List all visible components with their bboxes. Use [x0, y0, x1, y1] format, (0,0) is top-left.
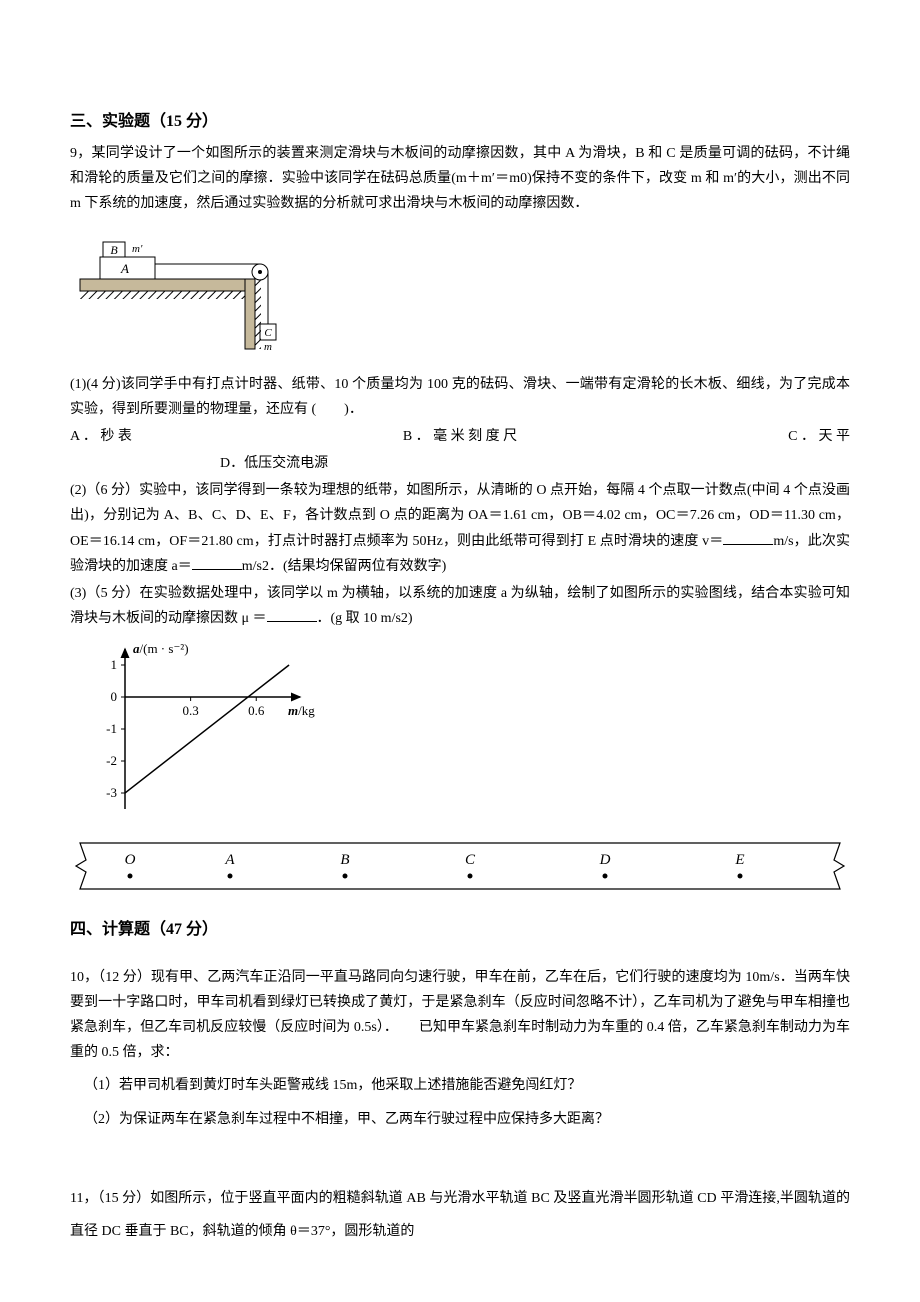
q11-intro-text: 如图所示，位于竖直平面内的粗糙斜轨道 AB 与光滑水平轨道 BC 及竖直光滑半圆…	[70, 1191, 850, 1240]
q9-p3b: ．(g 取 10 m/s2)	[317, 611, 413, 626]
label-B: B	[110, 243, 118, 257]
q9-optA: A ． 秒 表	[70, 424, 132, 449]
q9-intro: 9，某同学设计了一个如图所示的装置来测定滑块与木板间的动摩擦因数，其中 A 为滑…	[70, 141, 850, 217]
q9-p2: (2)（6 分）实验中，该同学得到一条较为理想的纸带，如图所示，从清晰的 O 点…	[70, 478, 850, 579]
q9-optC: C ． 天 平	[788, 424, 850, 449]
section4-title: 四、计算题（47 分）	[70, 916, 850, 945]
section3-title: 三、实验题（15 分）	[70, 108, 850, 137]
q9-apparatus-diagram: A B m' C m	[70, 224, 850, 363]
q10-intro: 10，（12 分）现有甲、乙两汽车正沿同一平直马路同向匀速行驶，甲车在前，乙车在…	[70, 965, 850, 1066]
svg-text:-2: -2	[106, 753, 117, 768]
label-m: m	[264, 341, 272, 353]
svg-text:A: A	[224, 852, 235, 868]
q10-num: 10，（12 分）	[70, 970, 151, 985]
svg-text:O: O	[125, 852, 136, 868]
svg-text:1: 1	[111, 657, 118, 672]
label-A: A	[120, 261, 129, 276]
svg-text:m/kg: m/kg	[288, 703, 315, 718]
q9-p3: (3)（5 分）在实验数据处理中，该同学以 m 为横轴，以系统的加速度 a 为纵…	[70, 581, 850, 631]
svg-text:0: 0	[111, 689, 118, 704]
label-mprime: m'	[132, 243, 143, 255]
q9-blank-mu	[267, 606, 317, 622]
svg-text:D: D	[599, 852, 611, 868]
q9-optD: D．低压交流电源	[220, 456, 328, 471]
svg-text:B: B	[340, 852, 349, 868]
svg-text:0.3: 0.3	[183, 703, 199, 718]
q10-p1: （1）若甲司机看到黄灯时车头距警戒线 15m，他采取上述措施能否避免闯红灯？	[70, 1073, 850, 1098]
q9-optB: B ． 毫 米 刻 度 尺	[403, 424, 517, 449]
q9-tape-diagram: OABCDEF	[70, 837, 850, 904]
q9-blank-v	[723, 529, 773, 545]
q11-intro: 11，（15 分）如图所示，位于竖直平面内的粗糙斜轨道 AB 与光滑水平轨道 B…	[70, 1182, 850, 1249]
q9-p2c: m/s2．(结果均保留两位有效数字)	[242, 559, 447, 574]
q9-num: 9，	[70, 146, 91, 161]
label-C: C	[264, 327, 272, 339]
q9-options-row1: A ． 秒 表 B ． 毫 米 刻 度 尺 C ． 天 平	[70, 424, 850, 449]
q9-blank-a	[192, 554, 242, 570]
q9-p3a: (3)（5 分）在实验数据处理中，该同学以 m 为横轴，以系统的加速度 a 为纵…	[70, 586, 850, 626]
q9-p1: (1)(4 分)该同学手中有打点计时器、纸带、10 个质量均为 100 克的砝码…	[70, 372, 850, 422]
svg-text:E: E	[734, 852, 744, 868]
q10-intro-text: 现有甲、乙两汽车正沿同一平直马路同向匀速行驶，甲车在前，乙车在后，它们行驶的速度…	[70, 970, 850, 1061]
svg-text:-3: -3	[106, 785, 117, 800]
q9-options-row2: D．低压交流电源	[70, 451, 850, 476]
svg-text:0.6: 0.6	[248, 703, 265, 718]
svg-text:a/(m · s⁻²): a/(m · s⁻²)	[133, 641, 189, 656]
q9-intro-text: 某同学设计了一个如图所示的装置来测定滑块与木板间的动摩擦因数，其中 A 为滑块，…	[70, 146, 850, 211]
q9-chart: -3 -2 -1 0 1 0.3 0.6 a/(m · s⁻²) m/kg	[70, 639, 850, 828]
svg-text:C: C	[465, 852, 476, 868]
q10-p2: （2）为保证两车在紧急刹车过程中不相撞，甲、乙两车行驶过程中应保持多大距离？	[70, 1107, 850, 1132]
q11-num: 11，（15 分）	[70, 1191, 150, 1206]
svg-text:-1: -1	[106, 721, 117, 736]
